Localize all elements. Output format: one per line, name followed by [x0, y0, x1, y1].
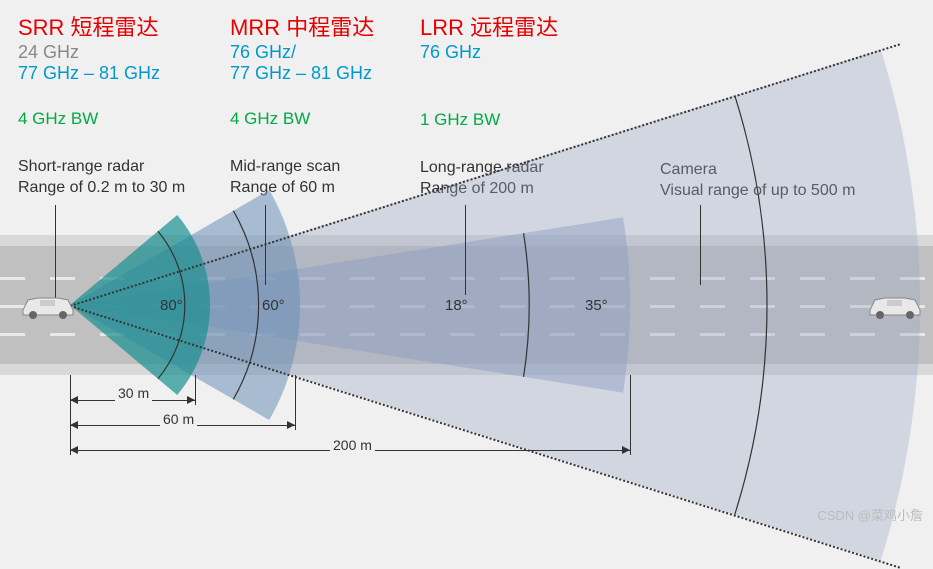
- srr-cone: [70, 215, 210, 395]
- mrr-title: MRR 中程雷达: [230, 10, 374, 42]
- srr-freq-blue: 77 GHz – 81 GHz: [18, 63, 185, 84]
- angle-mrr: 60°: [262, 297, 285, 314]
- dist-label-60: 60 m: [160, 411, 197, 427]
- watermark: CSDN @菜鸡小詹: [817, 505, 923, 524]
- dist-label-30: 30 m: [115, 385, 152, 401]
- angle-srr: 80°: [160, 297, 183, 314]
- dist-label-200: 200 m: [330, 437, 375, 453]
- angle-lrr: 18°: [445, 297, 468, 314]
- tick-60m: [295, 375, 296, 430]
- car-left: [18, 290, 78, 320]
- car-right: [865, 290, 925, 320]
- tick-30m: [195, 375, 196, 405]
- mrr-freq2: 77 GHz – 81 GHz: [230, 63, 374, 84]
- mrr-freq1: 76 GHz/: [230, 42, 374, 63]
- srr-title: SRR 短程雷达: [18, 10, 185, 42]
- pointer-srr: [55, 205, 56, 300]
- diagram-area: 80° 60° 18° 35° 30 m 60 m 200 m: [0, 235, 933, 445]
- angle-camera: 35°: [585, 297, 608, 314]
- tick-200m: [630, 375, 631, 455]
- lrr-title: LRR 远程雷达: [420, 10, 558, 42]
- pointer-mrr: [265, 205, 266, 285]
- pointer-lrr: [465, 205, 466, 295]
- pointer-camera: [700, 205, 701, 285]
- tick-origin: [70, 375, 71, 455]
- srr-freq-gray: 24 GHz: [18, 42, 185, 63]
- lrr-freq: 76 GHz: [420, 42, 558, 63]
- cones-svg: [0, 155, 933, 555]
- lrr-bandwidth: 1 GHz BW: [420, 110, 558, 130]
- srr-bandwidth: 4 GHz BW: [18, 109, 185, 129]
- mrr-bandwidth: 4 GHz BW: [230, 109, 374, 129]
